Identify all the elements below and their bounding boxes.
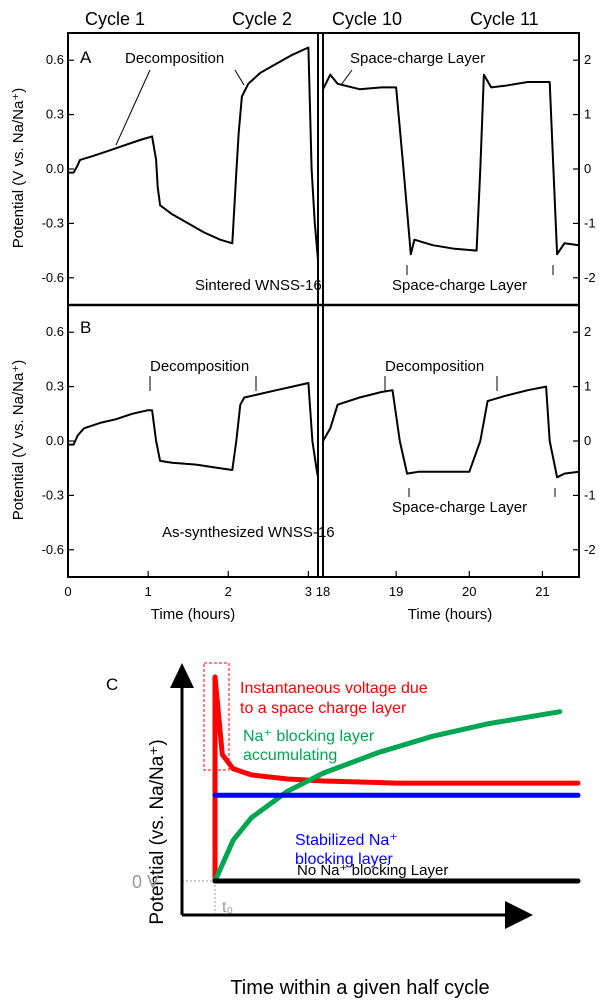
y-tick-label: -0.6	[42, 542, 64, 557]
blue-curve-label-line-2: blocking layer	[295, 851, 394, 868]
annotation-pointer	[234, 69, 245, 86]
y-tick-label: -0.6	[42, 270, 64, 285]
zero-volt-label: 0 V	[132, 872, 159, 892]
x-tick-label: 2	[225, 584, 232, 599]
y-tick-label: 0.6	[46, 52, 64, 67]
annotation-decomposition-a: Decomposition	[125, 50, 224, 67]
black-curve-label: No Na⁺ blocking Layer	[297, 862, 448, 879]
cycle-2-label: Cycle 2	[232, 9, 292, 29]
panel-a-annotations: Decomposition Space-charge Layer Sintere…	[115, 50, 554, 294]
x-tick-label: 0	[64, 584, 71, 599]
panel-c-curves	[212, 674, 581, 884]
panel-a-y-axis-title: Potential (V vs. Na/Na⁺)	[10, 88, 27, 248]
x-axis-title-right: Time (hours)	[408, 606, 492, 623]
y2-tick-label: 2	[584, 324, 591, 339]
annotation-pointer	[115, 69, 151, 146]
red-curve-label-line-2: to a space charge layer	[240, 700, 407, 717]
red-curve-label-line-1: Instantaneous voltage due	[240, 680, 428, 697]
y-tick-label: 0.0	[46, 433, 64, 448]
annotation-space-charge-b: Space-charge Layer	[392, 499, 527, 516]
blue-curve-label-line-1: Stabilized Na⁺	[295, 832, 398, 849]
panel-b-y-axis-title: Potential (V vs. Na/Na⁺)	[10, 360, 27, 520]
panel-c-series-1	[212, 709, 563, 884]
y2-tick-label: 0	[584, 433, 591, 448]
y2-tick-label: -1	[584, 487, 596, 502]
panel-c-x-axis-title: Time within a given half cycle	[230, 977, 489, 999]
x-tick-label: 18	[316, 584, 330, 599]
t0-label: t₀	[222, 899, 233, 916]
x-axis-arrowhead	[505, 901, 533, 929]
series-line-b-right	[322, 385, 580, 479]
highlight-box	[203, 662, 230, 771]
panel-c-y-axis-title: Potential (vs. Na/Na⁺)	[147, 739, 168, 924]
panel-frames	[67, 32, 580, 578]
y-tick-label: 0.3	[46, 379, 64, 394]
axis-ticks: -0.6 -0.3 0.0 0.3 0.6 -2 -1 0 1 2 -0.6 -0.3 0.0 0.3 0.…	[42, 52, 596, 599]
annotation-decomposition-b-right: Decomposition	[385, 358, 484, 375]
annotation-pointer	[340, 69, 353, 86]
y2-tick-label: -1	[584, 215, 596, 230]
series-line-a-right	[322, 73, 580, 256]
panel-b-annotations: Decomposition Decomposition Space-charge…	[149, 358, 556, 541]
annotation-space-charge-a-top: Space-charge Layer	[350, 50, 485, 67]
y2-tick-label: 2	[584, 52, 591, 67]
y2-tick-label: -2	[584, 542, 596, 557]
green-curve-label-line-2: accumulating	[243, 747, 337, 764]
green-curve-label-line-1: Na⁺ blocking layer	[243, 728, 375, 745]
x-tick-label: 1	[145, 584, 152, 599]
x-tick-label: 3	[305, 584, 312, 599]
y-tick-label: 0.0	[46, 161, 64, 176]
panel-b-letter: B	[80, 318, 91, 337]
data-curves	[68, 46, 580, 479]
y2-tick-label: 0	[584, 161, 591, 176]
x-tick-label: 21	[535, 584, 549, 599]
panel-a-letter: A	[80, 48, 92, 67]
y2-tick-label: 1	[584, 107, 591, 122]
sample-label-as-synthesized: As-synthesized WNSS-16	[162, 524, 335, 541]
y-tick-label: -0.3	[42, 215, 64, 230]
annotation-decomposition-b-left: Decomposition	[150, 358, 249, 375]
annotation-space-charge-a-bottom: Space-charge Layer	[392, 277, 527, 294]
panel-c-letter: C	[106, 675, 118, 694]
cycle-10-label: Cycle 10	[332, 9, 402, 29]
x-tick-label: 20	[462, 584, 476, 599]
y-tick-label: -0.3	[42, 487, 64, 502]
y-axis-arrowhead	[170, 663, 194, 688]
y-tick-label: 0.3	[46, 107, 64, 122]
cycle-11-label: Cycle 11	[470, 9, 539, 29]
y2-tick-label: -2	[584, 270, 596, 285]
series-line-b-left	[68, 382, 319, 478]
x-tick-label: 19	[389, 584, 403, 599]
x-axis-title-left: Time (hours)	[151, 606, 235, 623]
sample-label-sintered: Sintered WNSS-16	[195, 277, 322, 294]
cycle-1-label: Cycle 1	[85, 9, 145, 29]
y-tick-label: 0.6	[46, 324, 64, 339]
series-line-a-left	[68, 46, 319, 260]
y2-tick-label: 1	[584, 379, 591, 394]
panel-c: C Potential (vs. Na/Na⁺) Time within a g…	[106, 662, 581, 999]
panel-c-series-0	[212, 674, 581, 884]
